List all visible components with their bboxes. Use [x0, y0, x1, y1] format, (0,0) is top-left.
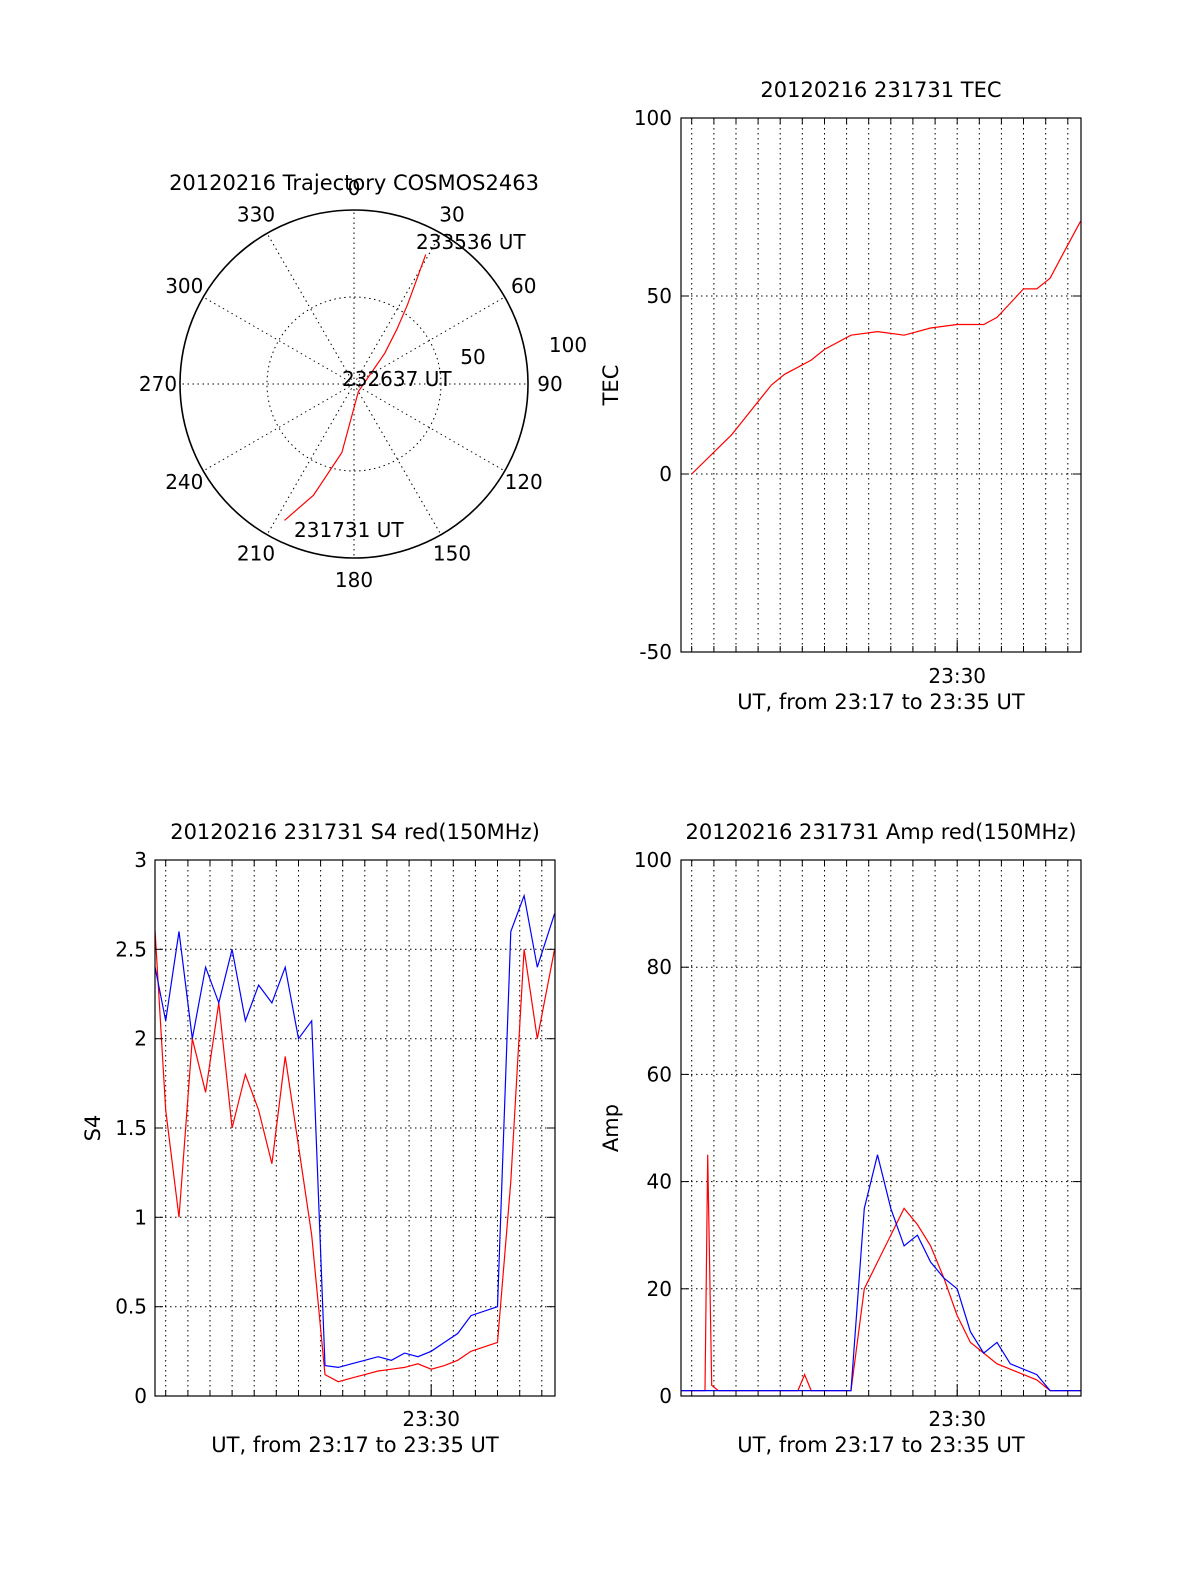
y-tick-label: 60	[647, 1062, 672, 1086]
polar-spoke	[353, 383, 442, 535]
x-tick-label: 23:30	[928, 1407, 986, 1431]
polar-spoke	[266, 233, 355, 385]
polar-radial-label-50: 50	[460, 345, 485, 369]
polar-azimuth-label: 30	[439, 202, 464, 226]
polar-spoke	[353, 383, 505, 472]
polar-azimuth-label: 150	[433, 542, 471, 566]
s4-plot: 20120216 231731 S4 red(150MHz) 3 2.5 2 1.5 1 0…	[81, 820, 556, 1457]
x-axis-label: UT, from 23:17 to 23:35 UT	[737, 690, 1025, 714]
plot-frame	[680, 117, 1082, 653]
polar-spoke	[353, 233, 442, 385]
polar-azimuth-label: 180	[335, 568, 373, 592]
y-tick-label: 1.5	[115, 1116, 147, 1140]
polar-azimuth-label: 330	[237, 202, 275, 226]
polar-ring-50	[266, 296, 442, 472]
y-tick-label: 40	[647, 1170, 672, 1194]
x-tick-label: 23:30	[928, 664, 986, 688]
y-tick-label: 0	[659, 462, 672, 486]
y-tick-label: 100	[634, 106, 672, 130]
series-line-0	[691, 220, 1082, 475]
y-tick-label: 0	[659, 1384, 672, 1408]
polar-annotation: 231731 UT	[294, 518, 404, 542]
plot-frame	[680, 859, 1082, 1397]
x-axis-label: UT, from 23:17 to 23:35 UT	[737, 1433, 1025, 1457]
polar-azimuth-label: 120	[505, 470, 543, 494]
series-line-0	[681, 1154, 1081, 1392]
polar-annotation: 232637 UT	[342, 367, 452, 391]
polar-spoke	[353, 296, 505, 385]
y-tick-label: 100	[634, 848, 672, 872]
x-tick-label: 23:30	[402, 1407, 460, 1431]
polar-azimuth-label: 210	[237, 542, 275, 566]
y-tick-label: 0.5	[115, 1295, 147, 1319]
series-line-0	[154, 931, 556, 1383]
x-axis-label: UT, from 23:17 to 23:35 UT	[211, 1433, 499, 1457]
y-axis-label: S4	[81, 1115, 105, 1142]
polar-azimuth-label: 240	[165, 470, 203, 494]
y-tick-label: 20	[647, 1277, 672, 1301]
polar-azimuth-label: 0	[348, 176, 361, 200]
polar-spoke	[203, 296, 355, 385]
polar-trajectory-line	[284, 254, 427, 521]
polar-radial-label-100: 100	[549, 333, 587, 357]
plot-title: 20120216 231731 S4 red(150MHz)	[170, 820, 540, 844]
y-tick-label: -50	[639, 640, 672, 664]
polar-azimuth-label: 300	[165, 274, 203, 298]
y-tick-label: 3	[134, 848, 147, 872]
plot-title: 20120216 231731 TEC	[760, 78, 1001, 102]
polar-spoke	[266, 383, 355, 535]
y-tick-label: 0	[134, 1384, 147, 1408]
y-tick-label: 2	[134, 1027, 147, 1051]
y-axis-label: Amp	[599, 1104, 623, 1152]
y-tick-label: 50	[647, 284, 672, 308]
polar-spoke	[203, 383, 355, 472]
polar-azimuth-label: 90	[537, 372, 562, 396]
y-axis-label: TEC	[599, 365, 623, 407]
polar-azimuth-label: 60	[511, 274, 536, 298]
polar-azimuth-label: 270	[139, 372, 177, 396]
y-tick-label: 80	[647, 955, 672, 979]
amp-plot: 20120216 231731 Amp red(150MHz) 100 80 60 40…	[599, 820, 1082, 1457]
series-line-1	[681, 1154, 1081, 1392]
plot-title: 20120216 231731 Amp red(150MHz)	[685, 820, 1076, 844]
y-tick-label: 2.5	[115, 937, 147, 961]
y-tick-label: 1	[134, 1205, 147, 1229]
polar-annotation: 233536 UT	[416, 230, 526, 254]
polar-title: 20120216 Trajectory COSMOS2463	[169, 171, 539, 195]
series-line-1	[154, 893, 556, 1369]
polar-ring-100	[179, 209, 529, 559]
